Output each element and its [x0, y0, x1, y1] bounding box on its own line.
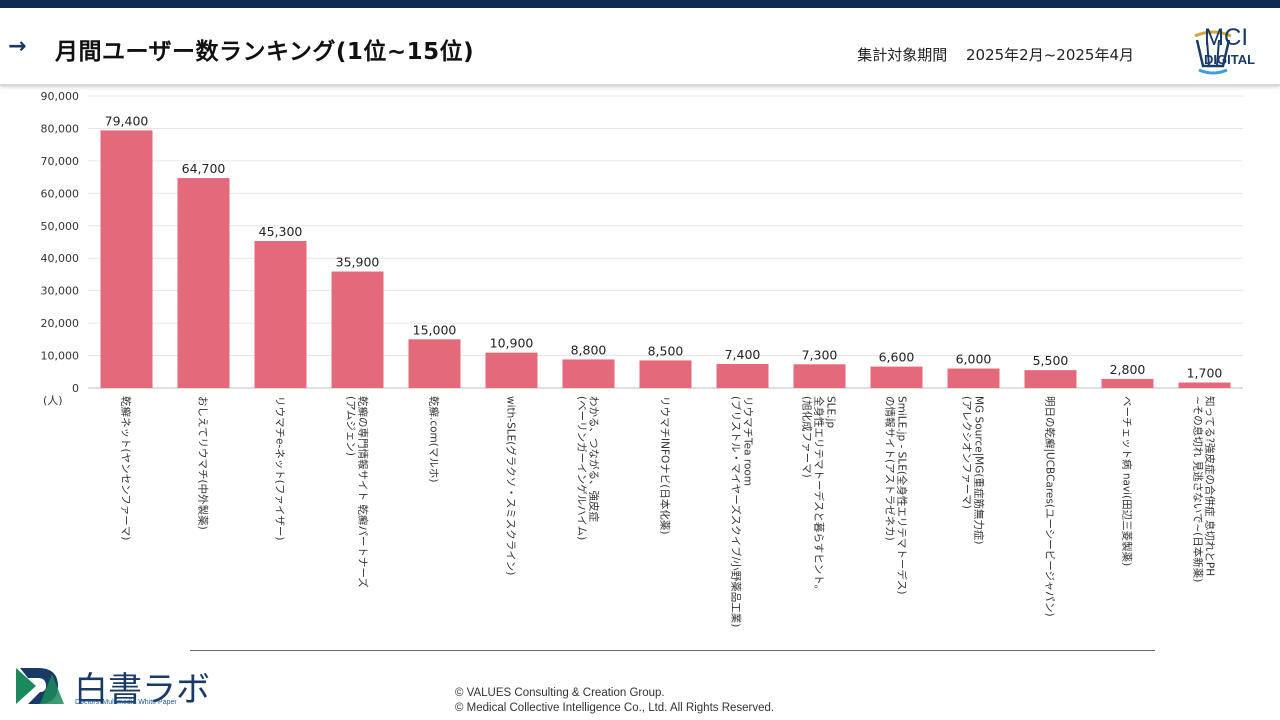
x-tick-label: SmiLE.jp - SLE(全身性エリテマトーデス) [896, 396, 909, 595]
hakusho-brand-sub: Doctors' Multimedia White Paper [75, 699, 177, 706]
bar [947, 368, 1000, 388]
x-tick-label: (旭化成ファーマ) [801, 396, 814, 478]
arrow-right-icon: → [8, 34, 27, 59]
data-label: 8,800 [571, 342, 607, 357]
x-tick-label: 乾癬.com(マルホ) [428, 396, 441, 482]
x-tick-label: (ブリストル・マイヤーズスクイブ/小野薬品工業) [730, 396, 743, 627]
y-tick-label: 70,000 [41, 155, 80, 168]
x-tick-label: リウマチTea room [742, 396, 754, 486]
bar [485, 352, 538, 388]
period-value: 2025年2月~2025年4月 [965, 46, 1134, 64]
y-tick-label: 10,000 [41, 350, 80, 363]
data-label: 35,900 [336, 255, 380, 270]
bar [870, 366, 923, 388]
bar [408, 339, 461, 388]
header: → 月間ユーザー数ランキング(1位~15位) 集計対象期間 2025年2月~20… [0, 8, 1280, 86]
x-tick-label: 乾癬の専門情報サイト 乾癬パートナーズ [357, 396, 370, 588]
data-label: 6,600 [879, 350, 915, 365]
x-tick-label: (アムジェン) [345, 396, 357, 456]
period-info: 集計対象期間 2025年2月~2025年4月 [843, 44, 1134, 65]
x-tick-label: の情報サイト(アストラゼネカ) [884, 396, 897, 541]
data-label: 79,400 [105, 113, 149, 128]
mci-logo-icon [1194, 30, 1232, 75]
data-label: 8,500 [648, 343, 684, 358]
mci-brand-name: MCI [1204, 24, 1248, 51]
bar [100, 130, 153, 388]
page-title: 月間ユーザー数ランキング(1位~15位) [55, 39, 475, 65]
y-tick-label: 40,000 [41, 252, 80, 265]
copyright-line-2: © Medical Collective Intelligence Co., L… [455, 702, 775, 714]
x-tick-label: リウマチe-ネット(ファイザー) [274, 396, 286, 540]
x-tick-label: リウマチINFOナビ(日本化薬) [659, 396, 672, 534]
x-tick-label: ~その息切れ 見逃さないで~(日本新薬) [1192, 396, 1205, 582]
data-label: 6,000 [956, 352, 992, 367]
y-tick-label: 90,000 [41, 90, 80, 103]
y-tick-label: 0 [72, 382, 79, 395]
bar [639, 360, 692, 388]
y-tick-label: 30,000 [41, 285, 80, 298]
hakusho-brand-name: 白書ラボ [74, 670, 210, 710]
data-label: 15,000 [413, 322, 457, 337]
x-tick-label: ベーチェット病 navi(田辺三菱製薬) [1121, 396, 1134, 566]
bar [1178, 382, 1231, 388]
x-tick-label: 明日の乾癬|UCBCares(ユーシービージャパン) [1044, 396, 1057, 617]
data-label: 7,400 [725, 347, 761, 362]
data-label: 5,500 [1033, 353, 1069, 368]
footer-divider [190, 650, 1155, 651]
ranking-bar-chart: 0 10,000 20,000 30,000 40,000 50,000 60,000 70,… [41, 90, 1243, 627]
bar [1101, 378, 1154, 388]
x-tick-label: 乾癬ネット(ヤンセンファーマ) [120, 396, 133, 540]
x-tick-label: SLE.jp [825, 396, 837, 428]
bar [331, 271, 384, 388]
bar [562, 359, 615, 388]
y-tick-label: 50,000 [41, 220, 80, 233]
data-label: 64,700 [182, 161, 226, 176]
y-tick-label: 60,000 [41, 187, 80, 200]
hakusho-logo-icon [16, 668, 64, 704]
bar [716, 363, 769, 388]
x-tick-label: MG Source|MG(重症筋無力症) [973, 396, 986, 545]
bar [793, 364, 846, 388]
x-tick-label: おしえてリウマチ(中外製薬) [197, 396, 210, 530]
y-tick-label: 20,000 [41, 317, 80, 330]
x-tick-label: 知ってる?強皮症の合併症 息切れとPH [1204, 396, 1217, 576]
period-label: 集計対象期間 [857, 46, 948, 64]
x-tick-label: (ベーリンガーインゲルハイム) [576, 396, 588, 540]
y-tick-label: 80,000 [41, 122, 80, 135]
x-tick-label: わかる、つながる、強皮症 [588, 396, 601, 522]
data-label: 2,800 [1110, 362, 1146, 377]
data-label: 1,700 [1187, 365, 1223, 380]
bar [177, 178, 230, 388]
x-tick-label: 全身性エリテマトーデスと暮らすヒント。 [813, 396, 826, 595]
x-tick-label: with-SLE(グラクソ・スミスクライン) [505, 396, 518, 575]
mci-brand-sub: DIGITAL [1204, 52, 1256, 67]
data-label: 10,900 [490, 336, 534, 351]
copyright: © VALUES Consulting & Creation Group. © … [455, 686, 774, 716]
y-unit-label: (人) [43, 394, 63, 407]
data-label: 45,300 [259, 224, 303, 239]
top-accent-bar [0, 0, 1280, 8]
copyright-line-1: © VALUES Consulting & Creation Group. [455, 687, 665, 699]
x-tick-label: (アレクシオンファーマ) [961, 396, 973, 509]
data-label: 7,300 [802, 347, 838, 362]
bar [1024, 370, 1077, 388]
bar [254, 241, 307, 388]
